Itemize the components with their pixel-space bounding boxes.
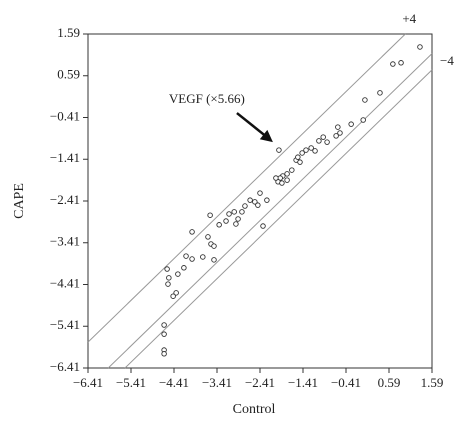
data-point [216,222,222,228]
data-point [337,130,343,136]
y-tick-label: −2.41 [50,192,80,207]
data-point [264,197,270,203]
y-tick-label: −4.41 [50,275,80,290]
data-point [223,218,229,224]
y-tick-label: −1.41 [50,150,80,165]
data-point [324,139,330,145]
data-point [348,121,354,127]
x-tick-label: 0.59 [378,375,401,390]
data-point [235,216,241,222]
data-point [164,266,170,272]
reference-line [87,33,406,343]
data-point [165,281,171,287]
y-tick-label: −5.41 [50,317,80,332]
data-point [183,253,189,259]
annotation-text: VEGF (×5.66) [169,91,245,106]
data-point [284,177,290,183]
x-axis-label: Control [233,402,276,417]
reference-label: −4 [440,53,454,68]
data-point [276,147,282,153]
x-tick-label: 1.59 [421,375,444,390]
data-point [273,175,279,181]
data-point [377,90,383,96]
data-point [189,256,195,262]
data-point [181,265,187,271]
data-point [200,254,206,260]
data-point [333,133,339,139]
data-point [161,331,167,337]
data-point [226,211,232,217]
data-point [260,223,266,229]
data-point [161,351,167,357]
y-axis-label: CAPE [12,183,27,219]
data-point [205,234,211,240]
plot-frame [87,33,433,369]
annotation-arrow [236,112,268,139]
x-tick-label: −5.41 [116,375,146,390]
reference-line [124,69,433,369]
data-point [211,243,217,249]
y-tick-label: −3.41 [50,234,80,249]
data-point [255,202,261,208]
x-tick-label: −4.41 [159,375,189,390]
data-point [279,180,285,186]
data-point [161,322,167,328]
y-tick-label: −0.41 [50,108,80,123]
data-point [316,138,322,144]
data-point [308,145,314,151]
x-tick-label: −2.41 [245,375,275,390]
y-tick-label: 0.59 [57,67,80,82]
x-tick-label: −1.41 [288,375,318,390]
data-point [189,229,195,235]
reference-line [107,53,433,369]
data-point [175,271,181,277]
data-point [335,124,341,130]
data-point [211,257,217,263]
data-point [398,60,404,66]
data-point [257,190,263,196]
data-point [417,44,423,50]
data-point [173,290,179,296]
data-point [360,117,366,123]
data-point [239,209,245,215]
data-point [252,199,258,205]
y-tick-label: −6.41 [50,359,80,374]
data-point [166,275,172,281]
reference-label: +4 [402,11,416,26]
data-point [231,209,237,215]
data-point [284,171,290,177]
y-tick-label: 1.59 [57,25,80,40]
arrow-head [259,129,273,143]
data-point [362,97,368,103]
data-point [312,148,318,154]
data-point [233,221,239,227]
data-point [295,154,301,160]
x-tick-label: −0.41 [331,375,361,390]
data-point [297,159,303,165]
data-point [299,150,305,156]
data-point [242,203,248,209]
x-tick-label: −6.41 [73,375,103,390]
data-point [289,167,295,173]
x-tick-label: −3.41 [202,375,232,390]
data-point [170,293,176,299]
data-point [247,197,253,203]
data-point [303,147,309,153]
data-point [207,212,213,218]
data-point [390,61,396,67]
data-point [320,134,326,140]
